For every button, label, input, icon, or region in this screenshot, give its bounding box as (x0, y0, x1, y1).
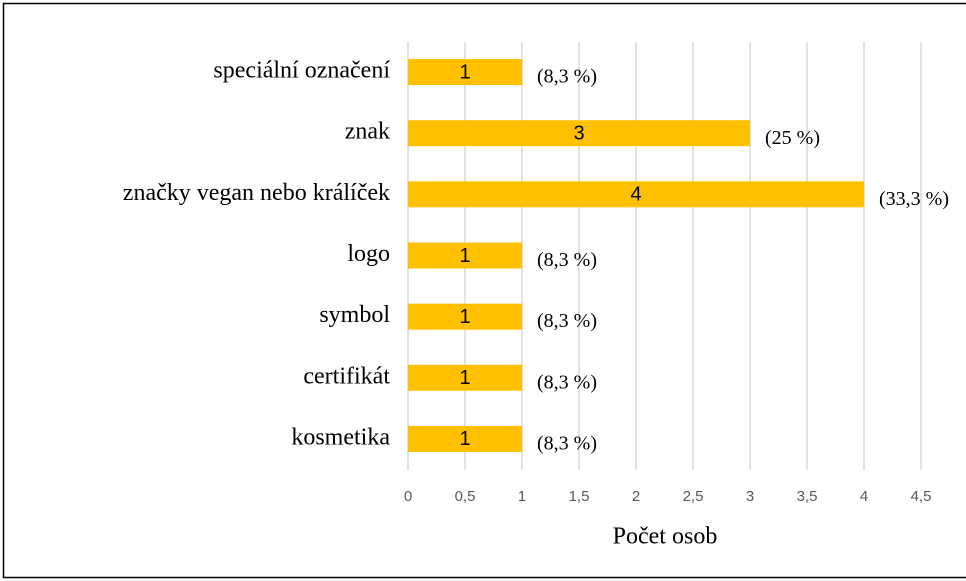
bar (408, 181, 864, 208)
bar (408, 120, 750, 147)
bar-label: 1 (459, 245, 470, 267)
bar-annotation: (8,3 %) (537, 310, 597, 332)
bar-annotation: (8,3 %) (537, 433, 597, 455)
y-tick-label: certifikát (303, 363, 390, 389)
x-axis-title: Počet osob (613, 524, 718, 550)
x-tick-label: 1,5 (569, 488, 590, 505)
x-tick-label: 4 (860, 488, 868, 505)
bar-label: 1 (459, 367, 470, 389)
x-tick-label: 1 (518, 488, 526, 505)
y-tick-label: speciální označení (213, 58, 390, 84)
y-tick-label: kosmetika (291, 424, 390, 450)
bar-annotation: (8,3 %) (537, 66, 597, 88)
y-tick-label: značky vegan nebo králíček (123, 180, 390, 206)
bar-annotation: (8,3 %) (537, 249, 597, 271)
bar-label: 3 (573, 122, 584, 144)
x-tick-label: 0,5 (455, 488, 476, 505)
x-tick-label: 3 (746, 488, 754, 505)
bar (408, 425, 522, 452)
bar-annotation: (8,3 %) (537, 371, 597, 393)
bar-label: 1 (459, 428, 470, 450)
bar (408, 303, 522, 330)
bar-label: 4 (630, 184, 641, 206)
y-tick-label: symbol (319, 302, 390, 328)
y-tick-label: logo (347, 241, 390, 267)
bar (408, 242, 522, 269)
bar (408, 59, 522, 86)
bar-label: 1 (459, 61, 470, 83)
bar (408, 364, 522, 391)
x-tick-label: 4,5 (911, 488, 932, 505)
x-tick-label: 2,5 (683, 488, 704, 505)
bar-label: 1 (459, 306, 470, 328)
bar-annotation: (25 %) (765, 127, 820, 149)
x-tick-label: 3,5 (797, 488, 818, 505)
x-tick-label: 2 (632, 488, 640, 505)
x-tick-label: 0 (404, 488, 412, 505)
bar-annotation: (33,3 %) (879, 188, 949, 210)
y-tick-label: znak (345, 119, 390, 145)
